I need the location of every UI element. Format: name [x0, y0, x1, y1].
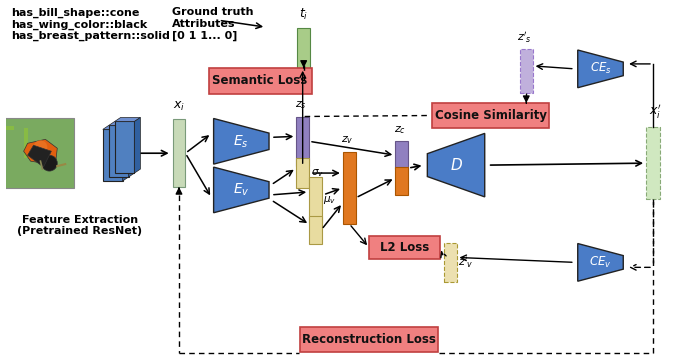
Text: Attributes: Attributes [172, 19, 236, 29]
Text: $E_s$: $E_s$ [234, 133, 249, 150]
Circle shape [34, 140, 47, 154]
Text: Feature Extraction
(Pretrained ResNet): Feature Extraction (Pretrained ResNet) [18, 215, 142, 236]
Polygon shape [577, 50, 623, 88]
Polygon shape [129, 122, 134, 177]
Text: Reconstruction Loss: Reconstruction Loss [302, 333, 436, 346]
Text: has_wing_color::black: has_wing_color::black [11, 19, 147, 29]
FancyBboxPatch shape [520, 49, 533, 93]
FancyBboxPatch shape [369, 236, 440, 260]
Text: $z'_v$: $z'_v$ [458, 255, 473, 270]
Text: $z_c$: $z_c$ [394, 125, 406, 136]
FancyBboxPatch shape [296, 158, 309, 188]
Polygon shape [103, 126, 129, 129]
Polygon shape [577, 244, 623, 281]
Text: $z'_s$: $z'_s$ [517, 30, 532, 45]
Polygon shape [109, 122, 134, 126]
FancyBboxPatch shape [0, 118, 74, 188]
Polygon shape [24, 139, 58, 165]
Text: Semantic Loss: Semantic Loss [212, 74, 308, 87]
FancyBboxPatch shape [432, 103, 549, 128]
FancyBboxPatch shape [444, 242, 456, 282]
FancyBboxPatch shape [309, 177, 322, 223]
Text: $\mu_v$: $\mu_v$ [323, 194, 336, 206]
Text: L2 Loss: L2 Loss [380, 241, 429, 254]
Text: Ground truth: Ground truth [172, 7, 253, 17]
FancyBboxPatch shape [209, 68, 312, 94]
FancyBboxPatch shape [395, 167, 408, 195]
Polygon shape [123, 126, 129, 181]
FancyBboxPatch shape [173, 119, 186, 187]
FancyBboxPatch shape [297, 28, 310, 80]
FancyBboxPatch shape [24, 129, 27, 158]
Text: has_bill_shape::cone: has_bill_shape::cone [11, 7, 139, 18]
FancyBboxPatch shape [2, 126, 14, 130]
Text: $z_s$: $z_s$ [295, 99, 307, 111]
Text: $\sigma_v$: $\sigma_v$ [310, 167, 323, 179]
Polygon shape [427, 133, 485, 197]
FancyBboxPatch shape [103, 129, 123, 181]
Polygon shape [27, 145, 51, 167]
Text: $x_i$: $x_i$ [173, 99, 185, 113]
Polygon shape [134, 118, 140, 173]
Polygon shape [114, 118, 140, 122]
FancyBboxPatch shape [109, 126, 129, 177]
FancyBboxPatch shape [114, 122, 134, 173]
FancyBboxPatch shape [296, 117, 309, 166]
Text: $E_v$: $E_v$ [233, 182, 249, 198]
Text: [0 1 1... 0]: [0 1 1... 0] [172, 31, 238, 41]
FancyBboxPatch shape [342, 152, 356, 224]
Text: $t_i$: $t_i$ [299, 7, 308, 22]
Text: Cosine Similarity: Cosine Similarity [435, 109, 547, 122]
Text: $z_v$: $z_v$ [341, 134, 353, 146]
FancyBboxPatch shape [395, 141, 408, 169]
Text: $D$: $D$ [449, 157, 462, 173]
Text: $CE_s$: $CE_s$ [590, 61, 612, 77]
Text: $CE_v$: $CE_v$ [589, 255, 612, 270]
FancyBboxPatch shape [309, 216, 322, 244]
Circle shape [42, 155, 58, 171]
Polygon shape [214, 118, 269, 164]
Polygon shape [214, 167, 269, 213]
FancyBboxPatch shape [646, 127, 660, 199]
Text: has_breast_pattern::solid: has_breast_pattern::solid [11, 31, 170, 41]
FancyBboxPatch shape [300, 327, 438, 352]
Text: $x_i'$: $x_i'$ [649, 103, 661, 122]
